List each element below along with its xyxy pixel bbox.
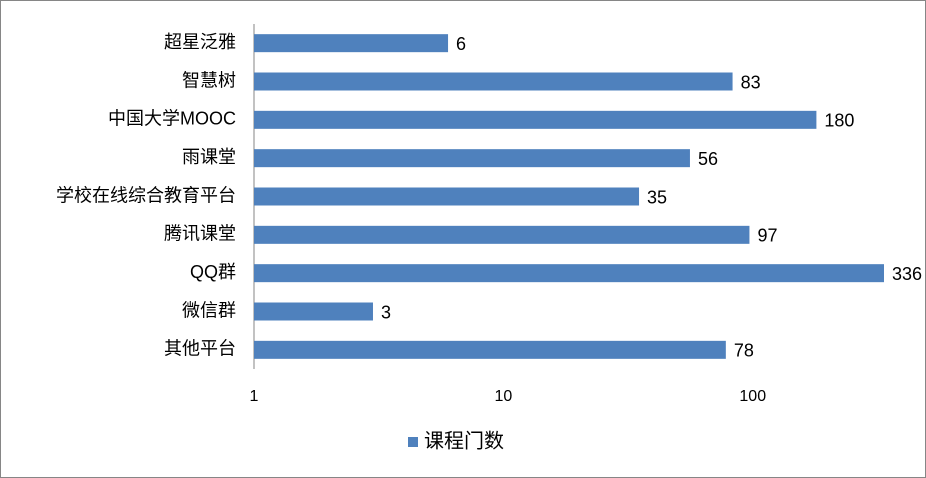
value-label: 83 (741, 72, 761, 92)
bar (254, 149, 690, 168)
bar (254, 34, 449, 53)
value-label: 6 (456, 34, 466, 54)
legend-marker (408, 437, 418, 447)
legend-label: 课程门数 (424, 429, 504, 452)
value-label: 3 (381, 302, 391, 322)
value-label: 336 (892, 264, 922, 284)
value-label: 56 (698, 149, 718, 169)
value-label: 97 (757, 226, 777, 246)
value-label: 78 (734, 341, 754, 361)
x-tick-label: 10 (494, 388, 512, 405)
y-tick-label: 智慧树 (182, 70, 236, 90)
bar (254, 187, 640, 206)
y-tick-label: 雨课堂 (182, 147, 236, 167)
bar (254, 340, 726, 359)
bar (254, 110, 817, 129)
bar (254, 264, 884, 283)
value-label: 180 (824, 111, 854, 131)
y-tick-label: 学校在线综合教育平台 (56, 185, 236, 205)
x-tick-label: 1 (250, 388, 259, 405)
bar (254, 225, 750, 244)
y-tick-label: 腾讯课堂 (164, 224, 236, 244)
y-tick-label: 其他平台 (164, 339, 236, 359)
bar (254, 72, 733, 91)
x-tick-label: 100 (739, 388, 766, 405)
y-tick-label: 中国大学MOOC (108, 109, 236, 129)
y-tick-label: QQ群 (190, 262, 236, 282)
bar (254, 302, 373, 321)
y-tick-label: 超星泛雅 (164, 32, 236, 52)
value-label: 35 (647, 187, 667, 207)
y-tick-label: 微信群 (182, 300, 236, 320)
